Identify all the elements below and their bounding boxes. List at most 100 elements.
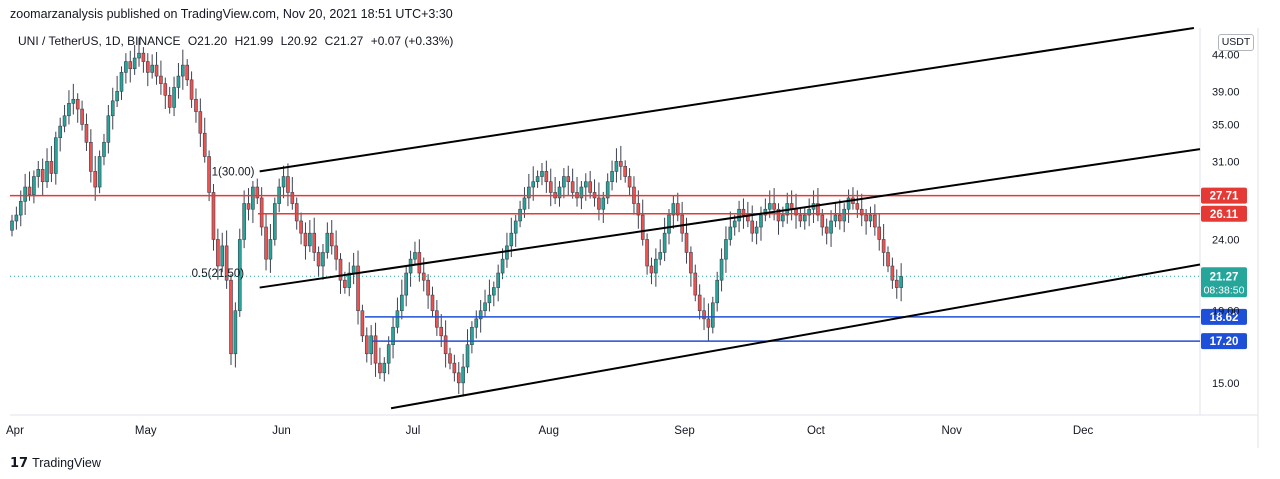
ohlc-open: O21.20	[187, 34, 228, 48]
tradingview-logo-icon[interactable]: 𝟭𝟳	[10, 455, 29, 471]
time-tick-label: Apr	[6, 425, 24, 437]
candle-down	[632, 186, 636, 204]
candle-up	[767, 203, 772, 210]
candle-up	[277, 186, 281, 204]
candle-up	[237, 239, 242, 312]
level-price-label: 26.11	[1210, 209, 1239, 221]
candle-up	[325, 232, 330, 253]
candle-up	[71, 98, 76, 104]
candle-down	[859, 208, 864, 216]
candle-up	[461, 366, 465, 384]
symbol-name[interactable]: UNI / TetherUS, 1D, BINANCE	[18, 34, 181, 48]
candle-up	[785, 203, 790, 216]
candle-up	[531, 181, 536, 188]
candle-down	[329, 232, 334, 247]
candle-down	[207, 156, 211, 193]
level-price-tag	[1201, 205, 1247, 222]
channel-line	[259, 148, 1201, 289]
candle-up	[351, 265, 356, 274]
fib-label-mid: 0.5(21.50)	[192, 268, 245, 280]
candle-up	[579, 186, 584, 199]
candle-up	[513, 220, 518, 234]
candle-up	[483, 302, 487, 312]
candle-up	[614, 161, 619, 172]
candle-down	[229, 279, 233, 355]
candle-up	[802, 214, 807, 222]
candle-up	[662, 232, 667, 253]
candle-up	[10, 220, 14, 231]
candle-down	[286, 176, 290, 193]
currency-button[interactable]: USDT	[1218, 34, 1254, 51]
candle-down	[334, 245, 338, 260]
candle-up	[272, 203, 277, 240]
candle-up	[583, 181, 588, 188]
channel-line	[390, 263, 1201, 410]
candle-up	[465, 344, 470, 368]
candle-down	[636, 203, 641, 216]
candle-down	[426, 279, 430, 296]
candle-down	[93, 171, 98, 188]
candle-down	[597, 197, 601, 210]
candle-up	[67, 103, 71, 117]
candle-up	[45, 161, 49, 183]
candle-up	[671, 203, 676, 216]
candle-down	[855, 203, 860, 210]
candle-down	[373, 335, 378, 364]
candle-down	[623, 166, 628, 177]
level-price-label: 17.20	[1210, 336, 1239, 348]
candle-up	[724, 239, 728, 260]
candle-down	[224, 245, 229, 281]
candle-up	[14, 214, 19, 222]
candle-up	[382, 362, 387, 374]
publish-info: zoomarzanalysis published on TradingView…	[10, 7, 453, 21]
candle-up	[308, 232, 312, 247]
fib-label-top: 1(30.00)	[212, 166, 255, 178]
candle-up	[759, 214, 763, 228]
candle-down	[27, 186, 32, 195]
candle-down	[649, 265, 654, 274]
candle-up	[737, 208, 741, 222]
price-tick-label: 24.00	[1212, 234, 1240, 246]
candle-up	[347, 272, 352, 288]
candle-down	[167, 94, 172, 108]
candle-down	[264, 226, 268, 260]
countdown-label: 08:38:50	[1204, 284, 1245, 296]
candle-down	[421, 272, 426, 281]
footer: 𝟭𝟳 TradingView	[10, 454, 101, 472]
candle-down	[356, 265, 360, 312]
time-tick-label: May	[135, 425, 157, 437]
candle-up	[505, 245, 509, 260]
candle-down	[798, 214, 803, 222]
candle-up	[487, 294, 492, 304]
candle-up	[474, 318, 479, 328]
candle-down	[776, 208, 781, 222]
candle-up	[491, 287, 496, 296]
candle-up	[728, 226, 733, 240]
candle-up	[732, 220, 737, 228]
candle-up	[251, 186, 255, 210]
candle-up	[181, 64, 185, 77]
candle-down	[378, 362, 382, 374]
footer-brand[interactable]: TradingView	[32, 456, 101, 470]
candle-down	[255, 186, 260, 199]
candle-up	[36, 169, 41, 177]
channel-lines	[259, 27, 1201, 410]
candle-down	[619, 161, 623, 167]
price-tick-label: 39.00	[1212, 86, 1240, 98]
candle-down	[448, 353, 452, 364]
candle-up	[172, 87, 176, 108]
candle-down	[592, 192, 597, 199]
ohlc-close: C21.27	[324, 34, 364, 48]
candle-down	[684, 232, 689, 253]
candle-down	[338, 258, 343, 281]
candle-up	[404, 272, 409, 296]
candle-down	[746, 214, 750, 222]
time-axis: Apr May Jun Jul Aug Sep Oct Nov Dec	[6, 425, 1094, 437]
candle-up	[62, 115, 67, 127]
candle-up	[386, 344, 391, 364]
candle-down	[816, 203, 820, 216]
candle-up	[124, 61, 128, 73]
candle-down	[680, 214, 684, 234]
candle-up	[811, 203, 816, 210]
